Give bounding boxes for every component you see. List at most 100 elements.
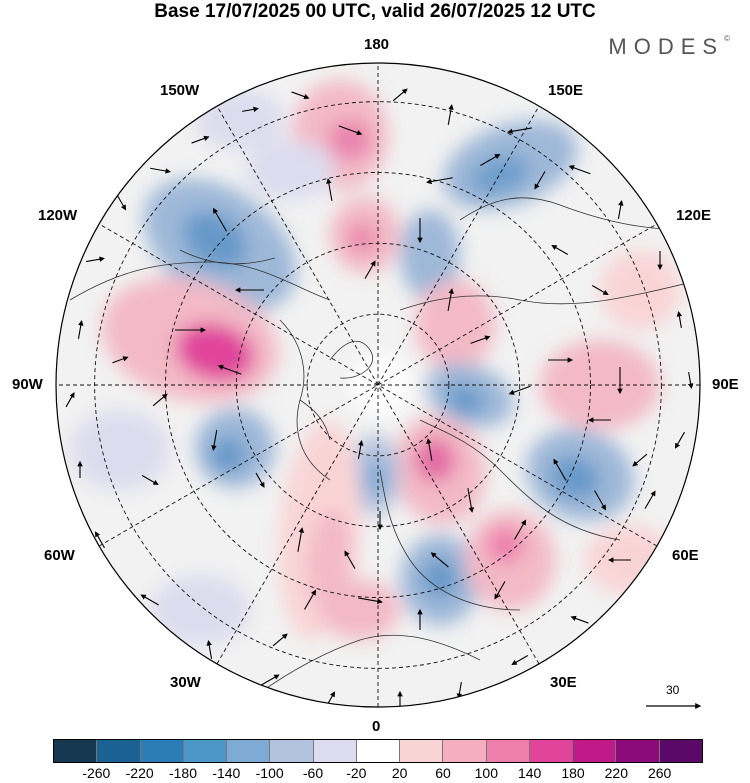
anomaly-blob [415, 280, 495, 370]
wind-arrow [261, 674, 280, 686]
anomaly-blob [320, 580, 400, 640]
colorbar-tick-label: 260 [647, 765, 672, 781]
anomaly-blob [487, 527, 523, 563]
coastline-segment [69, 261, 331, 301]
wind-arrow [534, 171, 546, 190]
lon-label-30w: 30W [170, 674, 201, 691]
anomaly-blob [600, 250, 680, 330]
colorbar-swatch [486, 740, 530, 762]
wind-arrow [551, 244, 569, 255]
wind-arrow [447, 288, 454, 311]
wind-arrow [150, 167, 171, 174]
coastline-segment [179, 249, 276, 265]
wind-arrow [447, 104, 454, 125]
anomaly-blob [328, 120, 372, 160]
colorbar-tick-label: -20 [346, 765, 367, 781]
wind-arrow [568, 165, 591, 175]
lat-lon-grid [56, 63, 700, 707]
wind-arrow [86, 256, 105, 263]
colorbar-swatch [313, 740, 357, 762]
lon-label-120w: 120W [38, 207, 78, 224]
wind-arrow [426, 177, 453, 185]
anomaly-blob [363, 460, 387, 496]
anomaly-blob [70, 410, 170, 490]
lon-label-180: 180 [364, 36, 390, 53]
anomaly-blob [245, 140, 335, 200]
wind-arrow [674, 431, 685, 449]
wind-arrow [430, 552, 449, 568]
latitude-circle [306, 313, 450, 457]
wind-arrow [141, 475, 159, 486]
wind-arrow [211, 430, 218, 451]
wind-arrow [357, 440, 364, 459]
colorbar-ticks: -260 -220 -180 -140 -100 -60 -20 20 60 100 140 180 2… [0, 765, 750, 783]
anomaly-blob [210, 437, 246, 473]
wind-arrow [514, 519, 527, 540]
wind-arrow [77, 320, 84, 339]
wind-arrow [344, 550, 356, 569]
anomaly-blob [400, 210, 460, 300]
wind-arrow [304, 589, 317, 610]
colorbar-swatch [227, 740, 271, 762]
anomaly-blob [182, 211, 248, 269]
anomaly-blob [471, 155, 529, 195]
colorbar-tick-label: 100 [474, 765, 499, 781]
wind-arrow [687, 372, 694, 389]
wind-arrow [65, 392, 75, 408]
colorbar-tick-label: -100 [255, 765, 284, 781]
wind-arrow [152, 393, 168, 407]
coastlines [69, 197, 700, 701]
wind-arrow [112, 356, 129, 364]
coastline-segment [379, 469, 521, 611]
lon-label-90e: 90E [712, 376, 739, 393]
colorbar-swatch [270, 740, 314, 762]
colorbar-swatch [659, 740, 702, 762]
colorbar-tick-label: -220 [125, 765, 154, 781]
anomaly-blob [445, 385, 485, 415]
wind-arrow [553, 458, 567, 481]
lon-label-90w: 90W [12, 376, 43, 393]
wind-arrow [217, 364, 242, 375]
colorbar-swatch [573, 740, 617, 762]
colorbar-swatch [443, 740, 487, 762]
wind-arrow [507, 127, 532, 135]
colorbar-tick-label: -60 [302, 765, 324, 781]
anomaly-blob [414, 438, 456, 482]
coastline-segment [419, 419, 621, 541]
colorbar-swatch [97, 740, 141, 762]
reference-vector-label: 30 [666, 683, 680, 697]
wind-arrow [570, 615, 589, 624]
map-title: Base 17/07/2025 00 UTC, valid 26/07/2025… [154, 1, 596, 22]
wind-arrow [206, 640, 213, 659]
wind-arrow [212, 207, 227, 232]
wind-arrow [242, 106, 259, 113]
lon-label-120e: 120E [676, 207, 712, 224]
wind-arrow [480, 153, 501, 166]
wind-arrow [297, 527, 305, 552]
coastline-segment [459, 197, 691, 231]
wind-arrow [467, 488, 475, 513]
wind-arrow [456, 682, 463, 699]
lon-label-60e: 60E [672, 547, 699, 564]
wind-arrow [94, 531, 105, 549]
polar-anomaly-map [55, 62, 701, 708]
wind-arrow [392, 88, 408, 102]
wind-arrow [511, 655, 529, 666]
brand-text: MODES [608, 34, 725, 59]
lon-label-0: 0 [372, 718, 381, 735]
colorbar-swatch [529, 740, 574, 762]
wind-arrow [632, 453, 648, 467]
colorbar-tick-label: 140 [517, 765, 542, 781]
lon-label-150e: 150E [548, 82, 584, 99]
lon-label-150w: 150W [160, 82, 200, 99]
anomaly-blob [150, 575, 250, 645]
anomaly-blob [347, 224, 377, 252]
wind-arrow [255, 472, 265, 488]
lon-label-30e: 30E [550, 674, 577, 691]
wind-arrow [594, 490, 607, 511]
colorbar-swatch [54, 740, 98, 762]
anomaly-blob [422, 558, 458, 598]
wind-arrow [644, 490, 656, 509]
wind-vectors [65, 88, 694, 707]
meridian-line [98, 223, 658, 547]
